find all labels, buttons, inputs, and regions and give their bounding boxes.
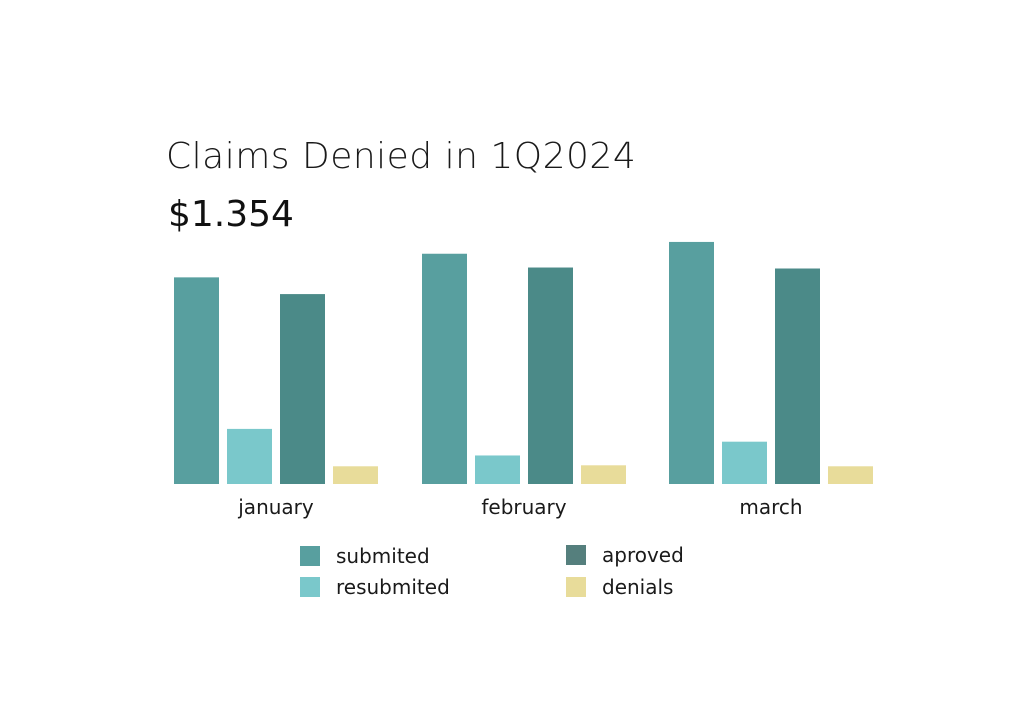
bar-resubmited-march	[722, 441, 767, 484]
category-label-march: march	[739, 495, 802, 519]
bar-denials-february	[581, 465, 626, 484]
bar-aproved-march	[775, 268, 820, 484]
bar-submited-january	[174, 277, 219, 484]
total-amount: $1.354	[168, 194, 294, 235]
bar-aproved-january	[280, 294, 325, 484]
bar-submited-march	[669, 241, 714, 484]
bar-aproved-february	[528, 267, 573, 484]
bar-resubmited-february	[475, 455, 520, 484]
bar-submited-february	[422, 253, 467, 484]
category-label-february: february	[481, 495, 566, 519]
bar-denials-january	[333, 466, 378, 484]
category-label-january: january	[237, 495, 314, 519]
bar-resubmited-january	[227, 428, 272, 484]
chart-title: Claims Denied in 1Q2024	[166, 136, 637, 177]
bar-denials-march	[828, 466, 873, 484]
